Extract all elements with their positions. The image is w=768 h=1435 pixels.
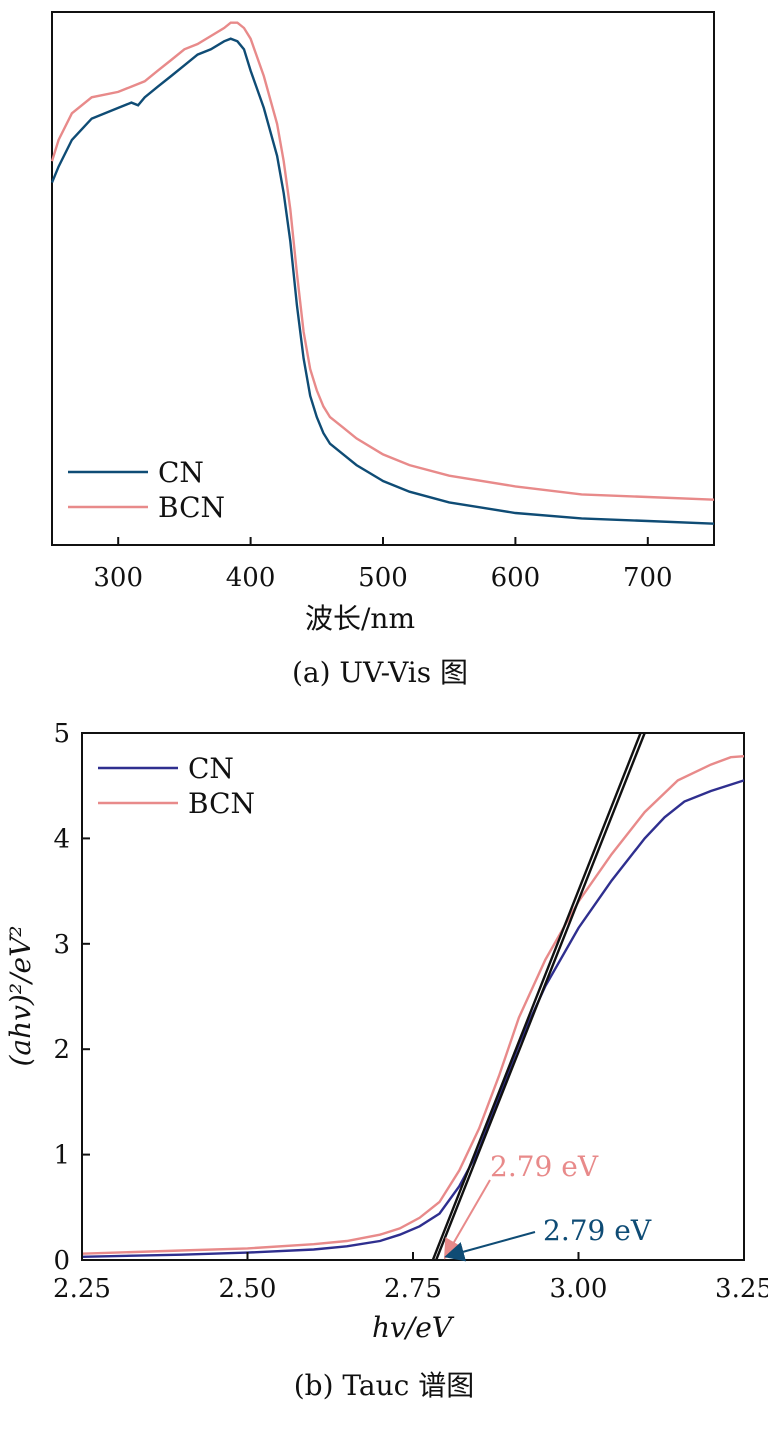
x-tick-label: 400: [226, 563, 276, 593]
y-tick-label: 2: [53, 1035, 70, 1065]
x-tick-label: 2.50: [219, 1274, 277, 1304]
y-tick-label: 5: [53, 719, 70, 749]
figure-caption: (a) UV-Vis 图: [292, 656, 468, 689]
annotation-cn-bandgap: 2.79 eV: [543, 1214, 652, 1247]
cn-series-line: [82, 779, 744, 1258]
legend-bcn-label: BCN: [158, 491, 225, 524]
tauc-figure: 2.25 2.50 2.75 3.00 3.25 0 1 2 3 4 5 CN BCN 2.79 …: [4, 719, 768, 1402]
y-tick-label: 0: [53, 1246, 70, 1276]
x-axis-label: hv/eV: [372, 1311, 455, 1344]
annotation-arrow-cn: [444, 1231, 536, 1262]
x-tick-label: 300: [93, 563, 143, 593]
x-tick-label: 600: [491, 563, 541, 593]
bcn-series-line: [82, 755, 744, 1255]
x-tick-group: 300 400 500 600 700: [93, 537, 673, 593]
y-tick-group: 0 1 2 3 4 5: [53, 719, 90, 1276]
x-tick-group: 2.25 2.50 2.75 3.00 3.25: [53, 1252, 768, 1304]
figure-caption: (b) Tauc 谱图: [294, 1369, 474, 1402]
legend-cn-label: CN: [188, 752, 234, 785]
uv-vis-figure: 300 400 500 600 700 CN BCN 波长/nm (a) UV-Vis …: [50, 11, 715, 689]
x-axis-label: 波长/nm: [305, 602, 415, 635]
x-tick-label: 3.00: [550, 1274, 608, 1304]
x-tick-label: 500: [358, 563, 408, 593]
x-tick-label: 2.25: [53, 1274, 111, 1304]
x-tick-label: 2.75: [384, 1274, 442, 1304]
y-tick-label: 4: [53, 824, 70, 854]
y-axis-label: (ahv)²/eV²: [4, 925, 37, 1066]
annotation-bcn-bandgap: 2.79 eV: [490, 1150, 599, 1183]
tangent-fit-line-bcn: [431, 733, 642, 1260]
legend-bcn-label: BCN: [188, 787, 255, 820]
cn-series-line: [50, 37, 715, 525]
x-tick-label: 3.25: [715, 1274, 768, 1304]
tangent-fit-line-cn: [435, 733, 646, 1260]
legend-cn-label: CN: [158, 456, 204, 489]
x-tick-label: 700: [623, 563, 673, 593]
bcn-series-line: [50, 21, 715, 501]
y-tick-label: 1: [53, 1141, 70, 1171]
y-tick-label: 3: [53, 930, 70, 960]
